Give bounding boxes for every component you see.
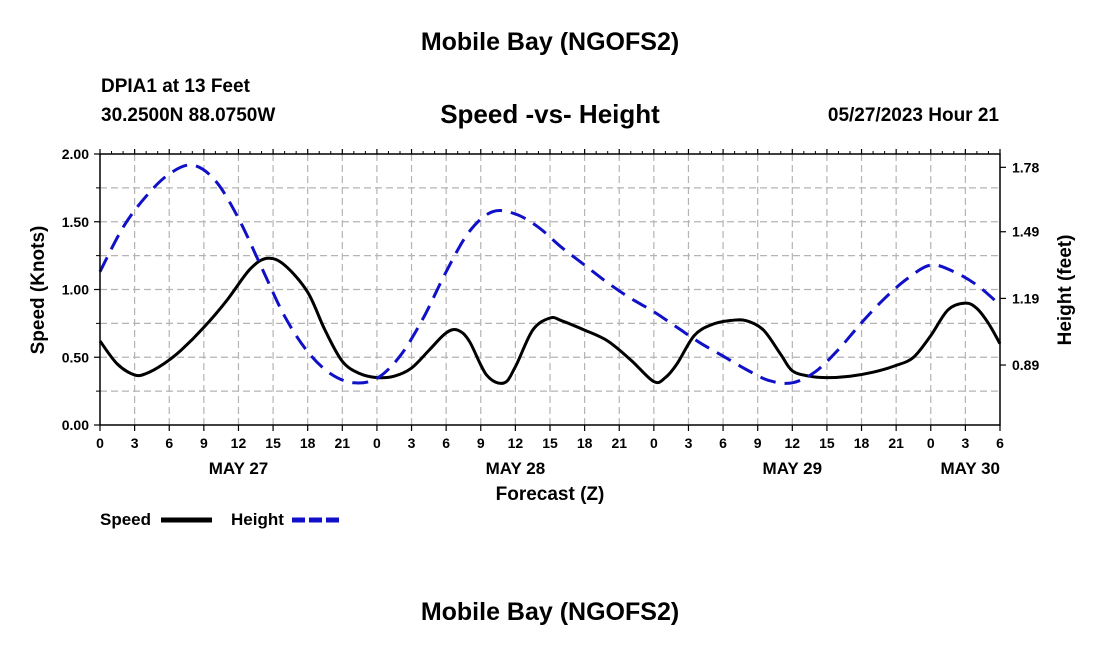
y-right-tick-label: 1.19 — [1012, 290, 1039, 306]
x-tick-label: 21 — [335, 435, 351, 451]
x-tick-label: 18 — [577, 435, 593, 451]
station-name: DPIA1 at 13 Feet — [101, 76, 250, 97]
y-axis-right-label: Height (feet) — [1055, 235, 1076, 346]
x-tick-label: 3 — [685, 435, 693, 451]
x-tick-label: 9 — [200, 435, 208, 451]
y-left-tick-label: 0.50 — [62, 349, 89, 365]
y-left-tick-label: 1.50 — [62, 214, 89, 230]
x-tick-label: 12 — [231, 435, 247, 451]
x-tick-label: 15 — [265, 435, 281, 451]
x-tick-label: 15 — [819, 435, 835, 451]
y-axis-left-label: Speed (Knots) — [28, 226, 49, 355]
x-tick-label: 6 — [996, 435, 1004, 451]
x-tick-label: 6 — [442, 435, 450, 451]
x-tick-label: 9 — [754, 435, 762, 451]
footer-title: Mobile Bay (NGOFS2) — [420, 598, 680, 626]
main-title: Mobile Bay (NGOFS2) — [420, 28, 680, 56]
forecast-timestamp: 05/27/2023 Hour 21 — [827, 105, 999, 126]
legend-speed-label: Speed — [100, 510, 151, 529]
y-left-tick-label: 2.00 — [62, 146, 89, 162]
x-tick-label: 3 — [131, 435, 139, 451]
x-tick-label: 15 — [542, 435, 558, 451]
date-label: MAY 27 — [209, 459, 269, 478]
x-axis-label: Forecast (Z) — [496, 484, 605, 505]
x-tick-label: 18 — [854, 435, 870, 451]
y-right-tick-label: 1.78 — [1012, 159, 1039, 175]
date-label: MAY 29 — [763, 459, 823, 478]
series-line-height — [98, 163, 1001, 385]
date-label: MAY 30 — [940, 459, 1000, 478]
legend-height-label: Height — [231, 510, 284, 529]
y-right-tick-label: 0.89 — [1012, 357, 1039, 373]
x-tick-label: 6 — [719, 435, 727, 451]
x-tick-label: 3 — [961, 435, 969, 451]
x-tick-label: 21 — [611, 435, 627, 451]
y-right-tick-label: 1.49 — [1012, 224, 1039, 240]
x-tick-label: 0 — [927, 435, 935, 451]
date-label: MAY 28 — [486, 459, 546, 478]
x-tick-label: 18 — [300, 435, 316, 451]
x-tick-label: 3 — [408, 435, 416, 451]
x-tick-label: 9 — [477, 435, 485, 451]
x-tick-label: 0 — [96, 435, 104, 451]
legend: Speed Height — [100, 510, 343, 529]
chart-title: Speed -vs- Height — [440, 99, 660, 129]
station-coordinates: 30.2500N 88.0750W — [101, 105, 276, 126]
plot-frame — [99, 153, 1001, 426]
x-tick-label: 0 — [650, 435, 658, 451]
x-tick-label: 6 — [165, 435, 173, 451]
x-tick-label: 12 — [508, 435, 524, 451]
series-lines — [98, 163, 1002, 385]
x-tick-label: 0 — [373, 435, 381, 451]
y-left-tick-label: 0.00 — [62, 417, 89, 433]
series-line-speed — [98, 256, 1002, 385]
y-left-tick-label: 1.00 — [62, 282, 89, 298]
tick-labels: 0 3 6 9 12 15 18 21 0 3 6 9 12 15 18 21 0 3 6 9 12 15 18 21 0 3 6 0… — [62, 146, 1040, 478]
x-tick-label: 21 — [888, 435, 904, 451]
x-tick-label: 12 — [785, 435, 801, 451]
grid — [100, 154, 1000, 425]
